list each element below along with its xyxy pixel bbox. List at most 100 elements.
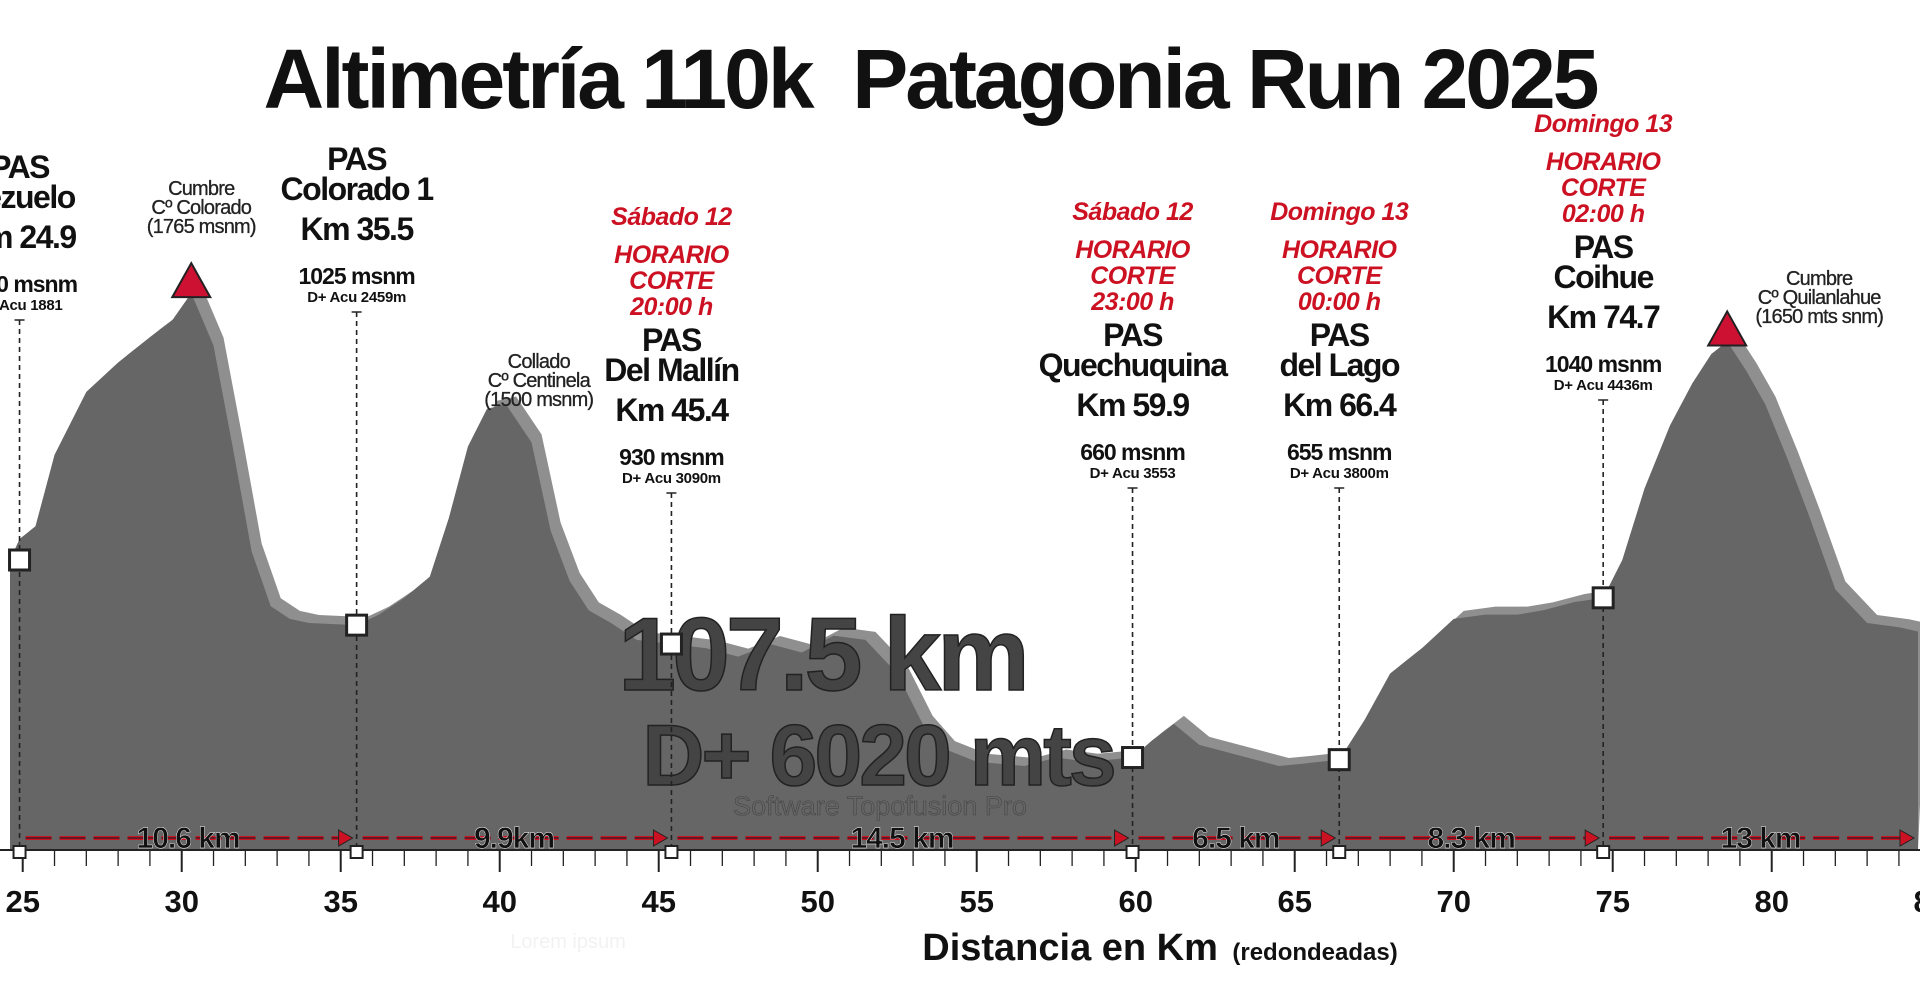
checkpoint-axis-marker-icon (1125, 845, 1140, 859)
checkpoint-cutoff-time: 00:00 h (1298, 288, 1381, 316)
svg-text:Distancia en Km (redonde: Distancia en Km (redondeadas) (922, 927, 1397, 969)
checkpoint-cutoff-label: CORTE (629, 267, 715, 295)
checkpoint-cutoff-label: HORARIO (1282, 236, 1398, 264)
checkpoint-name: del Lago (1279, 347, 1400, 383)
x-tick-label: 80 (1754, 884, 1788, 919)
checkpoint-km: Km 45.4 (615, 392, 729, 428)
peak-label: Cumbre (168, 178, 235, 200)
x-tick-label: 30 (164, 884, 198, 919)
watermark: Lorem ipsum (510, 931, 626, 953)
segment-arrow-icon (1899, 829, 1916, 847)
peak-label: Cº Colorado (151, 197, 251, 219)
summit-triangle-icon (1706, 309, 1748, 347)
checkpoint-marker-icon (8, 548, 32, 572)
checkpoint-name: PAS (0, 149, 50, 185)
x-axis-label: Distancia en Km (922, 927, 1218, 969)
peak-label: (1650 mts snm) (1755, 306, 1883, 328)
summit-triangle-icon (170, 261, 212, 299)
peak-label: Cº Quilanlahue (1758, 287, 1882, 309)
checkpoint-cutoff-label: HORARIO (1075, 236, 1191, 264)
checkpoint-km: Km 74.7 (1547, 299, 1660, 335)
checkpoint-km: Km 59.9 (1076, 387, 1189, 423)
checkpoint-altitude: 655 msnm (1287, 439, 1392, 465)
segment-arrow-icon (1320, 829, 1337, 847)
checkpoint-date: Domingo 13 (1534, 110, 1673, 138)
segment-arrow-icon (1584, 829, 1601, 847)
software-credit: Software Topofusion Pro (733, 791, 1027, 821)
total-distance: 107.5 km (618, 597, 1025, 713)
peak-label: (1765 msnm) (147, 216, 256, 238)
x-tick-label: 25 (5, 884, 39, 919)
checkpoint-axis-marker-icon (1596, 845, 1611, 859)
checkpoint-name: Colorado 1 (281, 171, 434, 207)
profile-layer (10, 285, 1920, 850)
x-tick-label: 50 (800, 884, 834, 919)
checkpoint-cumulative-gain: D+ Acu 3090m (622, 470, 721, 487)
checkpoint-name: PAS (1103, 317, 1163, 353)
peak-label: Cº Centinela (488, 370, 592, 392)
checkpoint-cutoff-label: HORARIO (614, 241, 730, 269)
x-tick-label: 35 (323, 884, 357, 919)
peak-label: (1500 msnm) (484, 389, 593, 411)
checkpoint-cutoff-label: CORTE (1297, 262, 1383, 290)
checkpoint-cumulative-gain: D+ Acu 3800m (1290, 465, 1389, 482)
checkpoint-axis-marker-icon (1332, 845, 1347, 859)
checkpoint-name: PAS (1574, 229, 1634, 265)
peak-label: Cumbre (1786, 268, 1853, 290)
x-tick-label: 40 (482, 884, 516, 919)
x-tick-label: 60 (1118, 884, 1152, 919)
x-tick-label: 65 (1277, 884, 1311, 919)
checkpoint-name: Coihue (1553, 259, 1653, 295)
checkpoint-axis-marker-icon (12, 845, 27, 859)
checkpoint-cumulative-gain: D+ Acu 1881 (0, 297, 62, 314)
segment-arrow-icon (1114, 829, 1130, 847)
checkpoint-altitude: 930 msnm (619, 444, 724, 470)
x-tick-label: 75 (1595, 884, 1629, 919)
checkpoint-cutoff-label: CORTE (1561, 174, 1647, 202)
checkpoint-altitude: 1040 msnm (1545, 351, 1662, 377)
checkpoint-marker-icon (1591, 586, 1615, 610)
x-axis: 25 30 35 40 45 50 55 60 65 70 75 80 85 (0, 849, 1920, 919)
checkpoint-cutoff-time: 20:00 h (629, 293, 713, 321)
segment-arrow-icon (338, 829, 354, 847)
checkpoint-km: Km 24.9 (0, 219, 76, 255)
checkpoint-name: Quechuquina (1039, 347, 1229, 383)
checkpoint-cumulative-gain: D+ Acu 4436m (1554, 377, 1653, 394)
segment-arrow-icon (652, 829, 669, 847)
x-tick-label: 45 (641, 884, 675, 919)
checkpoint-km: Km 35.5 (301, 211, 414, 247)
checkpoint-km: Km 66.4 (1283, 387, 1397, 423)
summary-layer: 107.5 km D+ 6020 mts Software Topofusion… (618, 596, 1118, 821)
checkpoint-marker-icon (1327, 748, 1351, 772)
x-tick-label: 70 (1436, 884, 1470, 919)
checkpoint-cutoff-time: 23:00 h (1090, 288, 1174, 316)
checkpoint-name: Pezuelo (0, 179, 76, 215)
checkpoint-name: PAS (642, 322, 702, 358)
checkpoint-altitude: 1025 msnm (298, 263, 415, 289)
x-axis-label-note: (redondeadas) (1232, 939, 1397, 966)
checkpoint-cutoff-label: HORARIO (1546, 148, 1662, 176)
x-tick-label: 85 (1913, 884, 1920, 919)
checkpoint-cumulative-gain: D+ Acu 3553 (1090, 465, 1176, 482)
checkpoint-name: PAS (1310, 317, 1370, 353)
checkpoint-axis-marker-icon (664, 845, 679, 859)
profile-area (10, 293, 1918, 850)
total-elevation-gain: D+ 6020 mts (642, 708, 1114, 804)
checkpoint-altitude: 1130 msnm (0, 271, 78, 297)
x-tick-label: 55 (959, 884, 993, 919)
checkpoint-axis-marker-icon (349, 845, 364, 859)
checkpoint-date: Domingo 13 (1270, 198, 1409, 226)
checkpoint-name: Del Mallín (604, 352, 738, 388)
checkpoint-date: Sábado 12 (611, 203, 732, 231)
